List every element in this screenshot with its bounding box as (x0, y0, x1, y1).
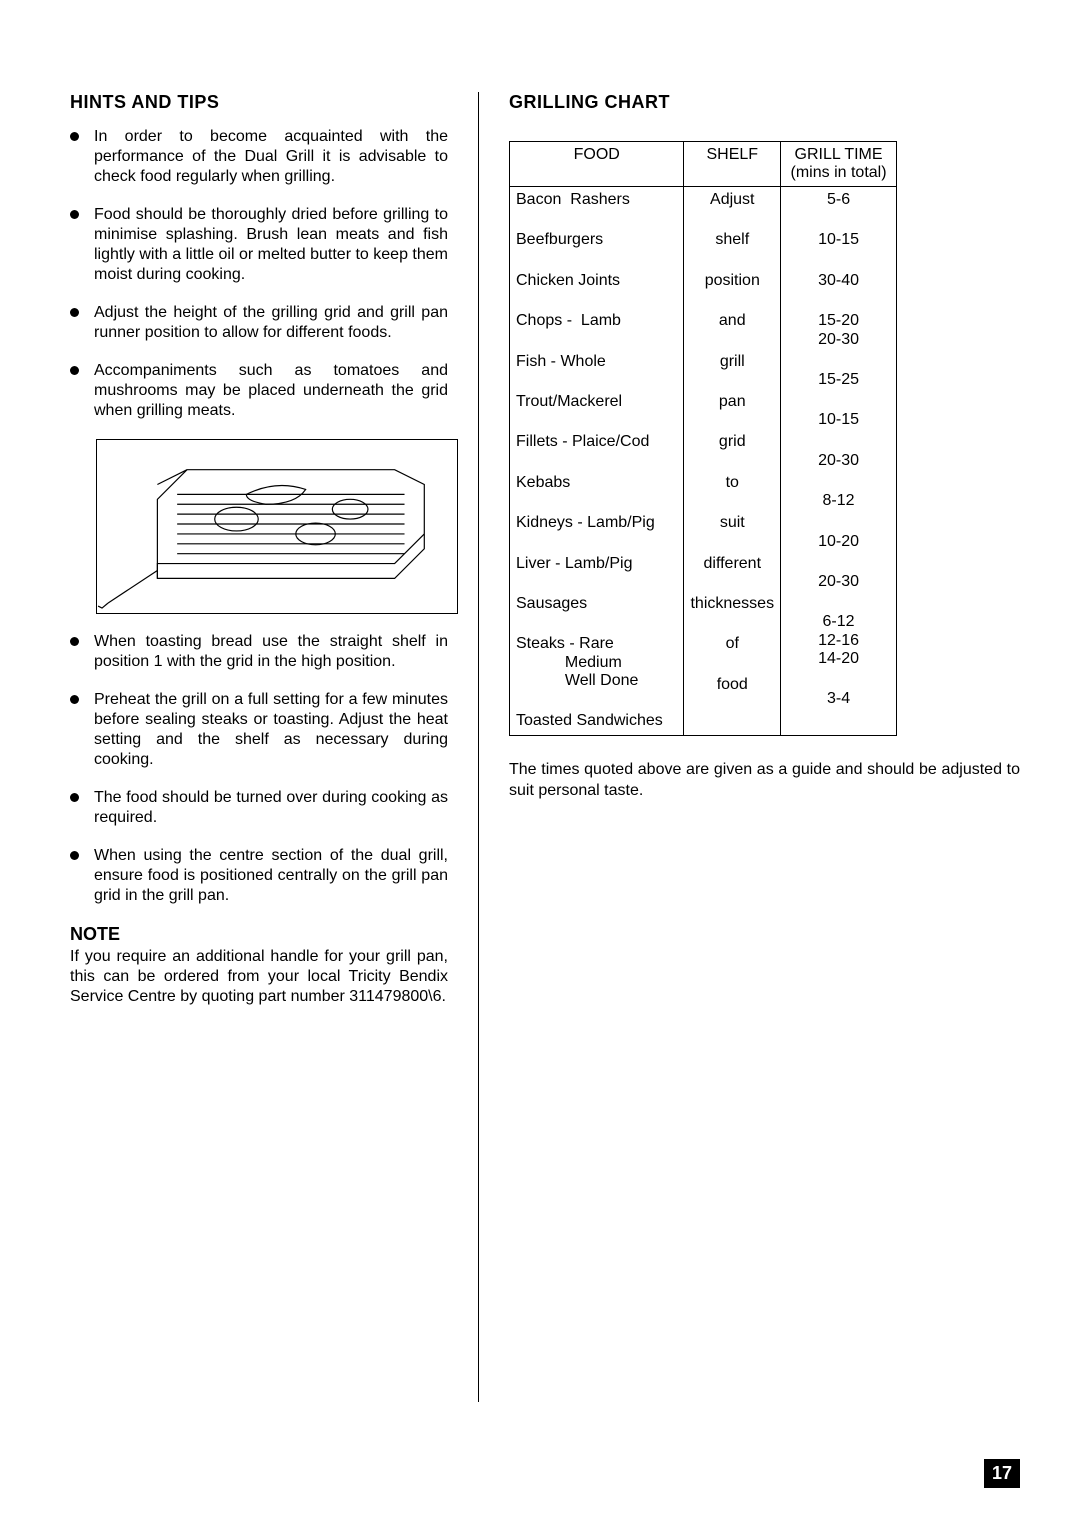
page-columns: HINTS AND TIPS In order to become acquai… (70, 92, 1020, 1402)
time-item: 3-4 (787, 690, 890, 708)
note-body: If you require an additional handle for … (70, 947, 448, 1007)
food-item: Fish - Whole (516, 353, 677, 371)
tip-item: When toasting bread use the straight she… (70, 632, 448, 672)
time-item: 5-6 (787, 191, 890, 209)
food-item: Kidneys - Lamb/Pig (516, 514, 677, 532)
shelf-item: grid (690, 433, 774, 451)
tip-item: The food should be turned over during co… (70, 788, 448, 828)
page-number: 17 (984, 1459, 1020, 1488)
shelf-item: position (690, 272, 774, 290)
shelf-item: pan (690, 393, 774, 411)
food-item: Bacon Rashers (516, 191, 677, 209)
shelf-list: Adjust shelf position and grill pan grid… (690, 191, 774, 694)
table-body-row: Bacon Rashers Beefburgers Chicken Joints… (510, 187, 897, 736)
shelf-item: to (690, 474, 774, 492)
food-list: Bacon Rashers Beefburgers Chicken Joints… (516, 191, 677, 731)
left-column: HINTS AND TIPS In order to become acquai… (70, 92, 478, 1402)
tip-item: Preheat the grill on a full setting for … (70, 690, 448, 770)
shelf-item: of (690, 635, 774, 653)
food-item: Chicken Joints (516, 272, 677, 290)
shelf-item: and (690, 312, 774, 330)
note-heading: NOTE (70, 924, 448, 945)
time-item: 10-15 (787, 231, 890, 249)
chart-footer: The times quoted above are given as a gu… (509, 760, 1020, 802)
food-item: Sausages (516, 595, 677, 613)
shelf-item: suit (690, 514, 774, 532)
food-item: Toasted Sandwiches (516, 712, 677, 730)
time-item: 30-40 (787, 272, 890, 290)
header-food: FOOD (510, 142, 684, 187)
shelf-item: food (690, 676, 774, 694)
header-time: GRILL TIME (mins in total) (781, 142, 897, 187)
grilling-chart-table: FOOD SHELF GRILL TIME (mins in total) Ba… (509, 141, 897, 736)
header-shelf: SHELF (684, 142, 781, 187)
time-list: 5-6 10-15 30-40 15-20 20-30 15-25 10-15 … (787, 191, 890, 709)
shelf-item: shelf (690, 231, 774, 249)
grill-pan-illustration (96, 439, 458, 614)
time-item: 10-15 (787, 411, 890, 429)
time-item: 15-20 20-30 (787, 312, 890, 349)
table-header-row: FOOD SHELF GRILL TIME (mins in total) (510, 142, 897, 187)
time-cell: 5-6 10-15 30-40 15-20 20-30 15-25 10-15 … (781, 187, 897, 736)
right-column: GRILLING CHART FOOD SHELF GRILL TIME (mi… (479, 92, 1020, 1402)
tip-item: Food should be thoroughly dried before g… (70, 205, 448, 285)
food-item: Steaks - Rare Medium Well Done (516, 635, 677, 690)
tip-item: Accompaniments such as tomatoes and mush… (70, 361, 448, 421)
time-item: 20-30 (787, 573, 890, 591)
tips-list-1: In order to become acquainted with the p… (70, 127, 448, 421)
tip-item: In order to become acquainted with the p… (70, 127, 448, 187)
food-item: Kebabs (516, 474, 677, 492)
time-item: 8-12 (787, 492, 890, 510)
tips-list-2: When toasting bread use the straight she… (70, 632, 448, 906)
header-time-line2: (mins in total) (787, 164, 890, 182)
chart-heading: GRILLING CHART (509, 92, 1020, 113)
tip-item: When using the centre section of the dua… (70, 846, 448, 906)
hints-heading: HINTS AND TIPS (70, 92, 448, 113)
shelf-item: Adjust (690, 191, 774, 209)
food-item: Beefburgers (516, 231, 677, 249)
food-cell: Bacon Rashers Beefburgers Chicken Joints… (510, 187, 684, 736)
shelf-cell: Adjust shelf position and grill pan grid… (684, 187, 781, 736)
time-item: 15-25 (787, 371, 890, 389)
tip-item: Adjust the height of the grilling grid a… (70, 303, 448, 343)
food-item: Chops - Lamb (516, 312, 677, 330)
shelf-item: grill (690, 353, 774, 371)
food-item: Fillets - Plaice/Cod (516, 433, 677, 451)
header-time-line1: GRILL TIME (787, 146, 890, 164)
shelf-item: thicknesses (690, 595, 774, 613)
time-item: 20-30 (787, 452, 890, 470)
food-item: Liver - Lamb/Pig (516, 555, 677, 573)
food-item: Trout/Mackerel (516, 393, 677, 411)
time-item: 10-20 (787, 533, 890, 551)
time-item: 6-12 12-16 14-20 (787, 613, 890, 668)
shelf-item: different (690, 555, 774, 573)
